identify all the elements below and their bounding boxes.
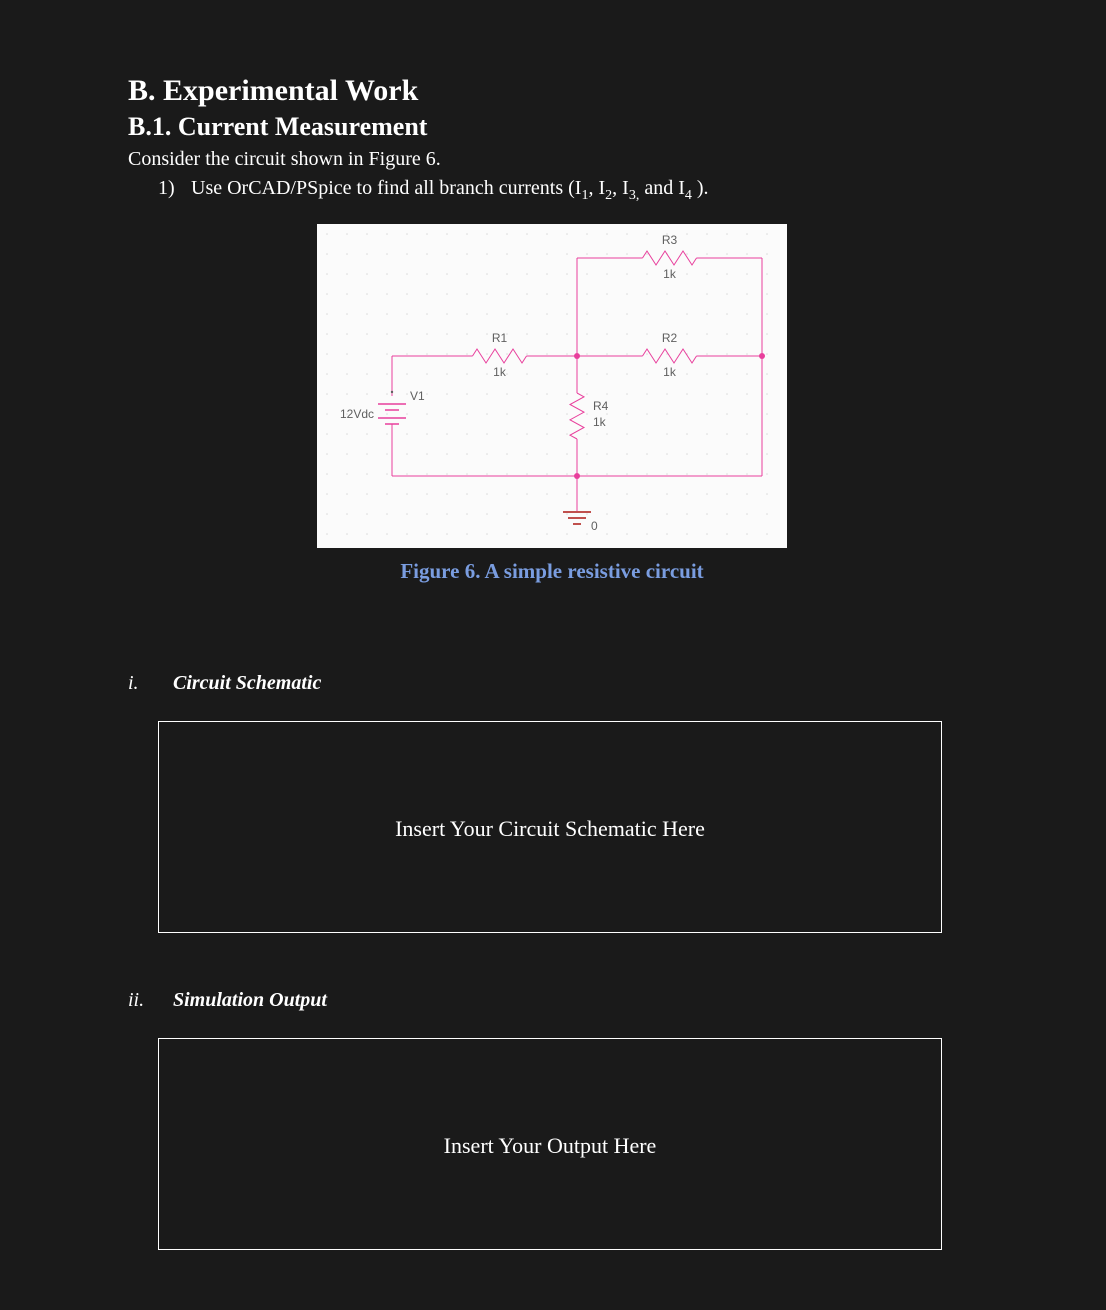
task-item-1: 1) Use OrCAD/PSpice to find all branch c… (158, 177, 976, 204)
svg-text:12Vdc: 12Vdc (340, 407, 374, 421)
svg-text:1k: 1k (663, 365, 677, 379)
subitem-label: Simulation Output (173, 989, 327, 1011)
figure-caption: Figure 6. A simple resistive circuit (128, 559, 976, 584)
svg-text:R1: R1 (492, 331, 508, 345)
task-number: 1) (158, 177, 186, 200)
subsection-heading: B.1. Current Measurement (128, 112, 976, 142)
subitem-i: i. Circuit Schematic (128, 672, 976, 695)
section-heading: B. Experimental Work (128, 74, 976, 108)
svg-text:V1: V1 (410, 389, 425, 403)
lead-text: Consider the circuit shown in Figure 6. (128, 148, 976, 171)
svg-text:1k: 1k (593, 415, 607, 429)
svg-text:0: 0 (591, 519, 598, 533)
subitem-ii: ii. Simulation Output (128, 989, 976, 1012)
subitem-marker: ii. (128, 989, 168, 1012)
figure-6: R3 1k R1 1k R2 1k V1 12Vdc R4 1k 0 Figure 6. A sim… (128, 224, 976, 584)
svg-text:R2: R2 (662, 331, 678, 345)
schematic-placeholder: Insert Your Circuit Schematic Here (158, 721, 942, 933)
subitem-marker: i. (128, 672, 168, 695)
page: B. Experimental Work B.1. Current Measur… (0, 0, 1106, 1310)
task-text: Use OrCAD/PSpice to find all branch curr… (191, 177, 709, 199)
output-placeholder: Insert Your Output Here (158, 1038, 942, 1250)
circuit-schematic-image: R3 1k R1 1k R2 1k V1 12Vdc R4 1k 0 (317, 224, 787, 548)
placeholder-text: Insert Your Output Here (444, 1133, 657, 1159)
subitem-label: Circuit Schematic (173, 672, 321, 694)
svg-text:1k: 1k (493, 365, 507, 379)
svg-text:R4: R4 (593, 399, 609, 413)
placeholder-text: Insert Your Circuit Schematic Here (395, 816, 705, 842)
svg-text:1k: 1k (663, 267, 677, 281)
svg-text:R3: R3 (662, 233, 678, 247)
